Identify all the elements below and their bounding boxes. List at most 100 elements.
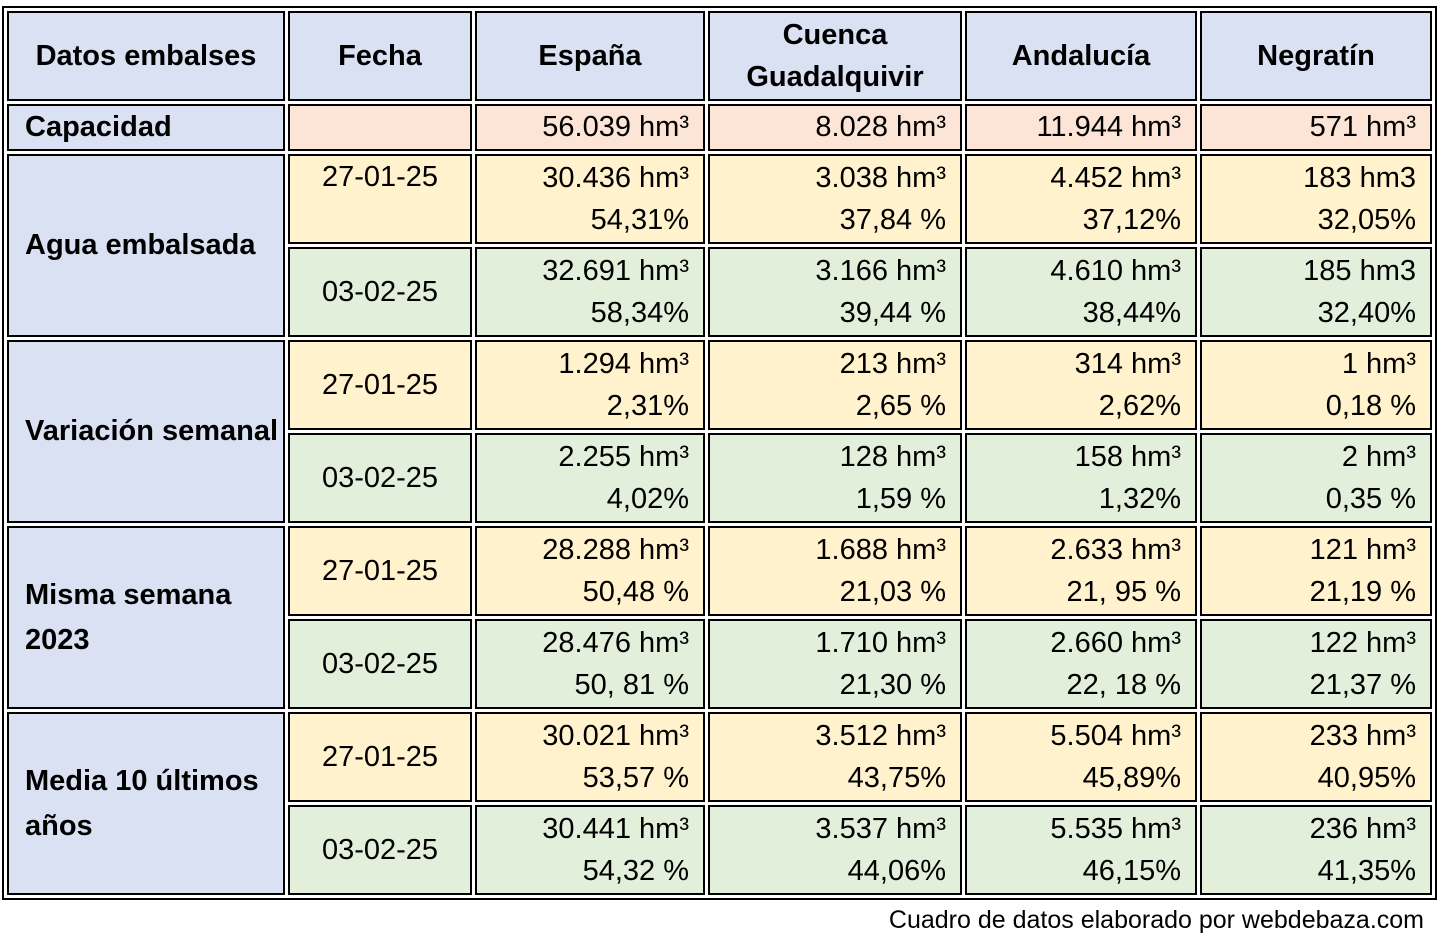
value-cell: 314 hm³ 2,62% xyxy=(965,340,1197,430)
value-cell: 4.452 hm³ 37,12% xyxy=(965,154,1197,244)
volume-value: 183 hm3 xyxy=(1303,162,1416,194)
value-cell: 128 hm³ 1,59 % xyxy=(708,433,962,523)
volume-value: 30.436 hm³ xyxy=(542,162,689,194)
value-cell: 1.294 hm³ 2,31% xyxy=(475,340,705,430)
value-cell: 5.535 hm³ 46,15% xyxy=(965,805,1197,895)
column-header: Cuenca Guadalquivir xyxy=(708,11,962,101)
value-cell: 1.710 hm³ 21,30 % xyxy=(708,619,962,709)
percent-value: 2,65 % xyxy=(855,390,946,422)
percent-value: 39,44 % xyxy=(839,297,946,329)
capacity-value: 8.028 hm³ xyxy=(708,104,962,151)
table-row: 03-02-25 28.476 hm³ 50, 81 % 1.710 hm³ 21,30… xyxy=(7,619,1432,709)
percent-value: 40,95% xyxy=(1317,762,1416,794)
percent-value: 0,18 % xyxy=(1325,390,1416,422)
volume-value: 30.021 hm³ xyxy=(542,720,689,752)
percent-value: 2,31% xyxy=(606,390,689,422)
percent-value: 21,03 % xyxy=(839,576,946,608)
value-cell: 3.038 hm³ 37,84 % xyxy=(708,154,962,244)
value-cell: 28.476 hm³ 50, 81 % xyxy=(475,619,705,709)
volume-value: 30.441 hm³ xyxy=(542,813,689,845)
percent-value: 41,35% xyxy=(1317,855,1416,887)
column-header: Fecha xyxy=(288,11,472,101)
volume-value: 28.288 hm³ xyxy=(542,534,689,566)
percent-value: 0,35 % xyxy=(1325,483,1416,515)
volume-value: 213 hm³ xyxy=(839,348,946,380)
value-cell: 158 hm³ 1,32% xyxy=(965,433,1197,523)
volume-value: 185 hm3 xyxy=(1303,255,1416,287)
date-cell: 03-02-25 xyxy=(288,433,472,523)
percent-value: 21,37 % xyxy=(1309,669,1416,701)
percent-value: 1,59 % xyxy=(855,483,946,515)
percent-value: 32,05% xyxy=(1317,204,1416,236)
row-label: Media 10 últimos años xyxy=(7,712,285,895)
column-header: España xyxy=(475,11,705,101)
value-cell: 236 hm³ 41,35% xyxy=(1200,805,1432,895)
volume-value: 4.452 hm³ xyxy=(1050,162,1181,194)
volume-value: 5.535 hm³ xyxy=(1050,813,1181,845)
volume-value: 32.691 hm³ xyxy=(542,255,689,287)
volume-value: 2 hm³ xyxy=(1341,441,1416,473)
volume-value: 314 hm³ xyxy=(1074,348,1181,380)
volume-value: 3.166 hm³ xyxy=(815,255,946,287)
percent-value: 22, 18 % xyxy=(1066,669,1181,701)
value-cell: 30.436 hm³ 54,31% xyxy=(475,154,705,244)
volume-value: 122 hm³ xyxy=(1309,627,1416,659)
percent-value: 44,06% xyxy=(847,855,946,887)
column-header: Andalucía xyxy=(965,11,1197,101)
value-cell: 233 hm³ 40,95% xyxy=(1200,712,1432,802)
percent-value: 53,57 % xyxy=(582,762,689,794)
percent-value: 37,12% xyxy=(1082,204,1181,236)
table-row: 03-02-25 30.441 hm³ 54,32 % 3.537 hm³ 44,06%… xyxy=(7,805,1432,895)
footer-credit: Cuadro de datos elaborado por webdebaza.… xyxy=(888,906,1424,934)
percent-value: 43,75% xyxy=(847,762,946,794)
table-row: Misma semana 2023 27-01-25 28.288 hm³ 50,48… xyxy=(7,526,1432,709)
date-cell: 03-02-25 xyxy=(288,805,472,895)
volume-value: 2.660 hm³ xyxy=(1050,627,1181,659)
percent-value: 54,31% xyxy=(590,204,689,236)
table-row: Media 10 últimos años 27-01-25 30.021 hm³ 5… xyxy=(7,712,1432,895)
percent-value: 21,19 % xyxy=(1309,576,1416,608)
percent-value: 1,32% xyxy=(1098,483,1181,515)
table-row: 03-02-25 2.255 hm³ 4,02% 128 hm³ 1,59 % 158 h… xyxy=(7,433,1432,523)
value-cell: 185 hm3 32,40% xyxy=(1200,247,1432,337)
volume-value: 3.512 hm³ xyxy=(815,720,946,752)
percent-value: 46,15% xyxy=(1082,855,1181,887)
value-cell: 213 hm³ 2,65 % xyxy=(708,340,962,430)
column-header: Datos embalses xyxy=(7,11,285,101)
value-cell: 3.512 hm³ 43,75% xyxy=(708,712,962,802)
table-body: Capacidad 56.039 hm³ 8.028 hm³ 11.944 hm³ 57… xyxy=(7,104,1432,895)
capacity-row: Capacidad 56.039 hm³ 8.028 hm³ 11.944 hm³ 57… xyxy=(7,104,1432,151)
volume-value: 128 hm³ xyxy=(839,441,946,473)
value-cell: 4.610 hm³ 38,44% xyxy=(965,247,1197,337)
volume-value: 3.038 hm³ xyxy=(815,162,946,194)
percent-value: 50,48 % xyxy=(582,576,689,608)
value-cell: 28.288 hm³ 50,48 % xyxy=(475,526,705,616)
volume-value: 1.294 hm³ xyxy=(558,348,689,380)
volume-value: 2.633 hm³ xyxy=(1050,534,1181,566)
volume-value: 236 hm³ xyxy=(1309,813,1416,845)
row-label: Capacidad xyxy=(7,104,285,151)
volume-value: 28.476 hm³ xyxy=(542,627,689,659)
capacity-value: 571 hm³ xyxy=(1200,104,1432,151)
row-label: Variación semanal xyxy=(7,340,285,523)
percent-value: 50, 81 % xyxy=(574,669,689,701)
volume-value: 158 hm³ xyxy=(1074,441,1181,473)
percent-value: 38,44% xyxy=(1082,297,1181,329)
row-label: Misma semana 2023 xyxy=(7,526,285,709)
value-cell: 2.660 hm³ 22, 18 % xyxy=(965,619,1197,709)
volume-value: 2.255 hm³ xyxy=(558,441,689,473)
volume-value: 233 hm³ xyxy=(1309,720,1416,752)
value-cell: 121 hm³ 21,19 % xyxy=(1200,526,1432,616)
date-cell: 03-02-25 xyxy=(288,619,472,709)
percent-value: 37,84 % xyxy=(839,204,946,236)
table-row: Variación semanal 27-01-25 1.294 hm³ 2,31% 2… xyxy=(7,340,1432,523)
value-cell: 1.688 hm³ 21,03 % xyxy=(708,526,962,616)
reservoir-data-table: Datos embalses Fecha España Cuenca Guadalqu… xyxy=(2,6,1437,900)
table-row: 03-02-25 32.691 hm³ 58,34% 3.166 hm³ 39,44 %… xyxy=(7,247,1432,337)
header-row: Datos embalses Fecha España Cuenca Guadalqu… xyxy=(7,11,1432,101)
percent-value: 45,89% xyxy=(1082,762,1181,794)
percent-value: 4,02% xyxy=(606,483,689,515)
value-cell: 30.441 hm³ 54,32 % xyxy=(475,805,705,895)
percent-value: 54,32 % xyxy=(582,855,689,887)
percent-value: 58,34% xyxy=(590,297,689,329)
